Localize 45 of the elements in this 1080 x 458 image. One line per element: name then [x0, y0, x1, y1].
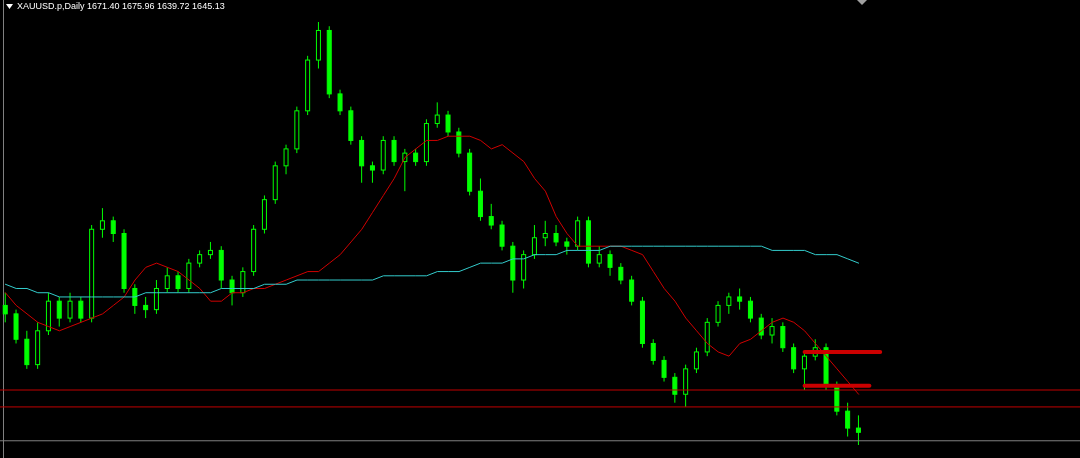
candlestick: [737, 287, 743, 311]
candlestick: [715, 300, 721, 328]
candlestick: [542, 220, 548, 247]
chart-title: XAUUSD.p,Daily 1671.40 1675.96 1639.72 1645.13: [17, 1, 225, 11]
candlestick: [499, 220, 505, 251]
candlestick: [758, 313, 764, 340]
candlestick: [240, 266, 246, 298]
candlestick: [67, 292, 73, 323]
candlestick: [672, 372, 678, 404]
candlestick: [164, 266, 170, 294]
candlestick: [175, 271, 181, 294]
candlestick: [2, 292, 8, 323]
candlestick: [769, 317, 775, 344]
candlestick: [99, 207, 105, 239]
candlestick: [596, 245, 602, 268]
candlestick: [369, 161, 375, 184]
candlestick: [791, 342, 797, 374]
candlestick: [456, 127, 462, 158]
candlestick: [747, 296, 753, 323]
candlestick: [143, 296, 149, 319]
candlestick: [618, 262, 624, 285]
candlestick: [553, 224, 559, 247]
candlestick: [78, 296, 84, 323]
candlestick: [845, 402, 851, 438]
candlestick: [661, 355, 667, 383]
candlestick: [337, 89, 343, 116]
candlestick: [629, 275, 635, 306]
candlestick: [693, 347, 699, 374]
candlestick: [153, 279, 159, 315]
candlestick: [391, 135, 397, 167]
candlestick: [531, 224, 537, 260]
candlestick: [110, 216, 116, 243]
candlestick: [801, 351, 807, 391]
candlestick: [855, 414, 861, 445]
candlestick: [488, 203, 494, 230]
candlestick: [229, 275, 235, 306]
candlestick: [434, 101, 440, 129]
candlestick: [726, 292, 732, 315]
candlestick: [780, 321, 786, 353]
candlestick: [132, 283, 138, 315]
candlestick: [607, 249, 613, 277]
candlestick: [445, 110, 451, 137]
candlestick: [56, 296, 62, 328]
candlestick: [283, 144, 289, 175]
candlestick: [650, 338, 656, 366]
